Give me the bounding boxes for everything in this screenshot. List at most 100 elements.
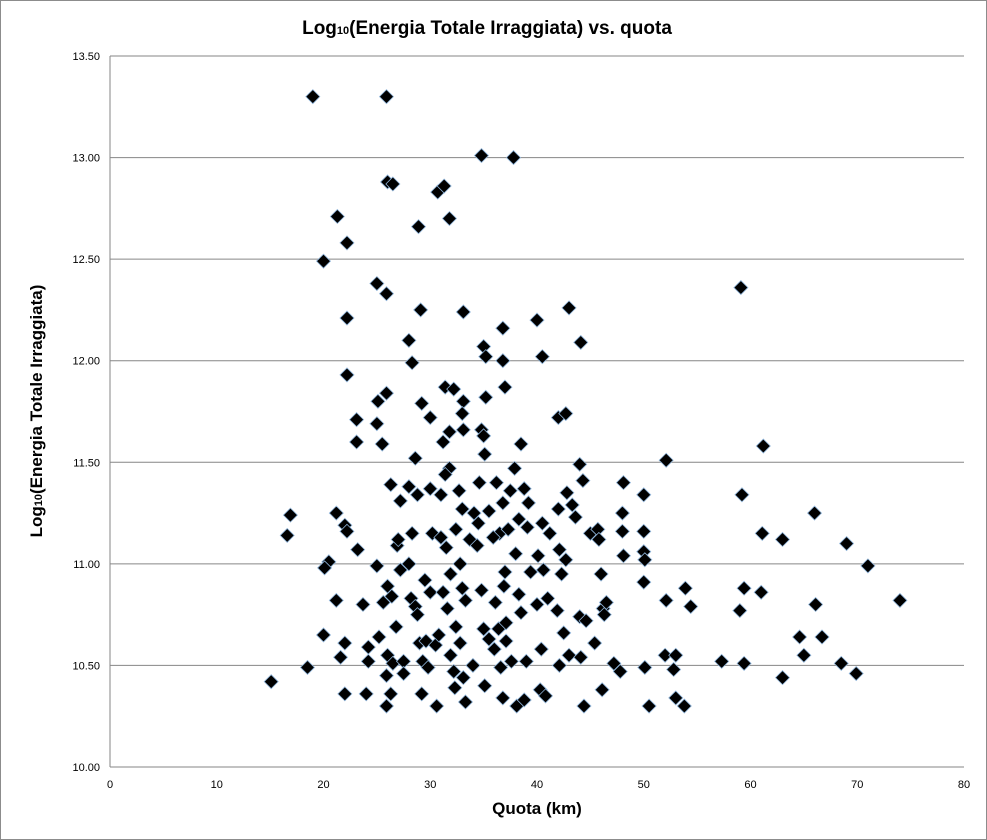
data-point bbox=[390, 531, 406, 548]
data-point bbox=[442, 647, 459, 663]
data-point bbox=[378, 89, 395, 105]
data-point bbox=[329, 208, 345, 225]
data-point bbox=[448, 521, 464, 537]
data-point bbox=[476, 428, 492, 444]
chart-title: Log10(Energia Totale Irraggiata) vs. quo… bbox=[302, 18, 672, 39]
x-tick-label: 30 bbox=[424, 779, 436, 791]
data-point bbox=[573, 649, 589, 665]
data-point bbox=[596, 607, 612, 623]
data-point bbox=[473, 147, 490, 164]
data-point bbox=[535, 562, 551, 578]
data-point bbox=[677, 580, 693, 596]
data-point bbox=[513, 605, 529, 621]
data-point bbox=[466, 505, 482, 521]
data-point bbox=[594, 682, 610, 698]
data-point bbox=[409, 487, 426, 503]
data-point bbox=[358, 686, 374, 702]
data-point bbox=[495, 690, 511, 706]
data-point bbox=[481, 503, 497, 519]
data-point bbox=[378, 698, 395, 714]
data-point bbox=[553, 566, 570, 582]
data-point bbox=[516, 692, 532, 708]
data-point bbox=[469, 538, 485, 554]
data-point bbox=[498, 633, 514, 649]
data-point bbox=[523, 564, 539, 580]
data-point bbox=[317, 560, 333, 576]
data-point bbox=[315, 253, 332, 269]
data-point bbox=[447, 680, 463, 696]
x-tick-label: 40 bbox=[531, 779, 543, 791]
data-point bbox=[529, 312, 545, 328]
data-point bbox=[370, 393, 386, 409]
data-point bbox=[455, 393, 471, 409]
data-point bbox=[436, 178, 452, 194]
x-tick-label: 60 bbox=[744, 779, 756, 791]
data-point bbox=[437, 466, 453, 483]
data-point bbox=[414, 686, 430, 702]
data-point bbox=[516, 481, 532, 497]
data-point bbox=[502, 483, 518, 499]
data-point bbox=[556, 625, 572, 641]
data-point bbox=[478, 349, 494, 365]
data-point bbox=[683, 598, 699, 615]
y-axis-title: Log10(Energia Totale Irraggiata) bbox=[27, 285, 46, 538]
data-point bbox=[355, 596, 371, 613]
data-point bbox=[796, 647, 812, 663]
data-point bbox=[573, 334, 589, 350]
data-point bbox=[371, 629, 387, 645]
data-point bbox=[495, 320, 511, 336]
data-point bbox=[360, 639, 376, 655]
data-point bbox=[636, 574, 652, 590]
x-tick-label: 0 bbox=[107, 779, 113, 791]
data-point bbox=[465, 657, 481, 673]
data-point bbox=[637, 552, 653, 568]
data-point bbox=[404, 525, 420, 541]
data-point bbox=[383, 477, 399, 493]
data-point bbox=[485, 529, 501, 546]
data-point bbox=[518, 653, 534, 669]
data-point bbox=[792, 629, 808, 645]
data-point bbox=[417, 572, 433, 588]
data-point bbox=[385, 176, 401, 192]
data-point bbox=[734, 487, 750, 503]
data-point bbox=[451, 483, 467, 499]
data-point bbox=[448, 619, 464, 635]
data-point bbox=[471, 475, 487, 491]
data-point bbox=[349, 412, 365, 428]
data-point bbox=[349, 434, 365, 450]
x-tick-label: 70 bbox=[851, 779, 863, 791]
data-point bbox=[495, 353, 511, 369]
data-point bbox=[561, 647, 577, 663]
data-point bbox=[860, 558, 876, 574]
data-point bbox=[401, 479, 417, 495]
data-point bbox=[658, 592, 674, 608]
y-tick-label: 12.00 bbox=[72, 356, 100, 368]
data-point bbox=[892, 592, 908, 608]
data-point bbox=[446, 663, 462, 680]
data-point bbox=[454, 405, 470, 422]
data-point bbox=[350, 542, 366, 558]
data-point bbox=[442, 566, 459, 582]
x-tick-label: 50 bbox=[638, 779, 650, 791]
data-point bbox=[446, 381, 462, 397]
data-point bbox=[392, 562, 408, 578]
data-point bbox=[755, 438, 771, 454]
data-point bbox=[422, 410, 438, 426]
data-point bbox=[500, 521, 516, 537]
data-point bbox=[576, 698, 592, 714]
data-point bbox=[668, 647, 684, 663]
data-point bbox=[369, 416, 385, 432]
data-point bbox=[753, 584, 769, 600]
data-point bbox=[559, 485, 575, 501]
data-point bbox=[612, 663, 628, 680]
data-point bbox=[615, 475, 632, 491]
data-point bbox=[401, 332, 417, 348]
x-tick-labels: 0 10 20 30 40 50 60 70 80 bbox=[107, 779, 970, 791]
data-point bbox=[833, 655, 849, 671]
data-point bbox=[636, 523, 652, 539]
data-point bbox=[497, 379, 513, 395]
x-tick-label: 20 bbox=[317, 779, 329, 791]
data-point bbox=[429, 698, 445, 714]
data-point bbox=[668, 690, 684, 706]
